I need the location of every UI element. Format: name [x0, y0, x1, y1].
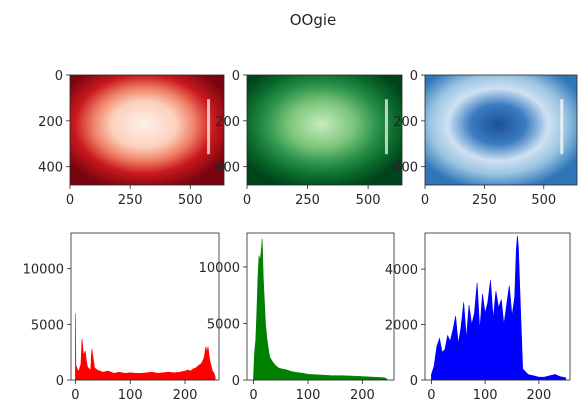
- histogram-series: [75, 313, 216, 381]
- x-tick-label: 200: [526, 388, 551, 403]
- histogram-series: [431, 235, 566, 381]
- y-tick-label: 0: [232, 374, 240, 389]
- y-tick-label: 400: [215, 161, 240, 176]
- image-inset-colorbar: [560, 99, 564, 155]
- axes-frame: [246, 232, 395, 381]
- axes-frame: [246, 74, 403, 186]
- x-tick-label: 100: [473, 388, 498, 403]
- figure-title: OOgie: [290, 11, 337, 29]
- y-tick-label: 200: [38, 115, 63, 130]
- axes-frame: [69, 74, 225, 186]
- y-tick-label: 4000: [385, 263, 418, 278]
- subplot-5: 0 100 200 0 5000 10000: [199, 232, 395, 403]
- y-tick-label: 0: [55, 69, 63, 84]
- y-tick-label: 400: [393, 161, 418, 176]
- image-inset-colorbar: [384, 99, 388, 155]
- y-tick-label: 5000: [31, 318, 64, 333]
- subplot-4: 0 100 200 0 5000 10000: [23, 232, 220, 403]
- x-tick-label: 200: [173, 388, 198, 403]
- x-tick-label: 500: [178, 193, 203, 208]
- x-tick-label: 0: [249, 388, 257, 403]
- y-tick-label: 10000: [199, 261, 240, 276]
- y-tick-label: 400: [38, 161, 63, 176]
- subplot-1: 0 250 500 0 200 400: [38, 69, 225, 208]
- x-tick-label: 500: [356, 193, 381, 208]
- axes-frame: [424, 74, 578, 186]
- y-tick-label: 0: [410, 69, 418, 84]
- histogram-series: [253, 238, 388, 381]
- x-tick-label: 500: [531, 193, 556, 208]
- x-tick-label: 100: [118, 388, 143, 403]
- x-tick-label: 0: [243, 193, 251, 208]
- subplot-3: 0 250 500 0 200 400: [393, 69, 578, 208]
- x-tick-label: 0: [66, 193, 74, 208]
- x-tick-label: 200: [350, 388, 375, 403]
- axes-frame: [70, 232, 220, 381]
- image-red-channel: [70, 75, 224, 185]
- x-tick-label: 0: [71, 388, 79, 403]
- x-tick-label: 250: [472, 193, 497, 208]
- image-inset-colorbar: [207, 99, 211, 155]
- axes-frame: [424, 232, 571, 381]
- y-tick-label: 0: [56, 374, 64, 389]
- image-blue-channel: [425, 75, 577, 185]
- y-tick-label: 5000: [207, 317, 240, 332]
- y-tick-label: 0: [410, 374, 418, 389]
- x-tick-label: 250: [295, 193, 320, 208]
- y-tick-label: 200: [393, 115, 418, 130]
- image-green-channel: [247, 75, 402, 185]
- subplot-2: 0 250 500 0 200 400: [215, 69, 403, 208]
- x-tick-label: 100: [296, 388, 321, 403]
- y-tick-label: 10000: [23, 263, 64, 278]
- y-tick-label: 2000: [385, 319, 418, 334]
- x-tick-label: 250: [118, 193, 143, 208]
- x-tick-label: 0: [427, 388, 435, 403]
- y-tick-label: 0: [232, 69, 240, 84]
- x-tick-label: 0: [421, 193, 429, 208]
- y-tick-label: 200: [215, 115, 240, 130]
